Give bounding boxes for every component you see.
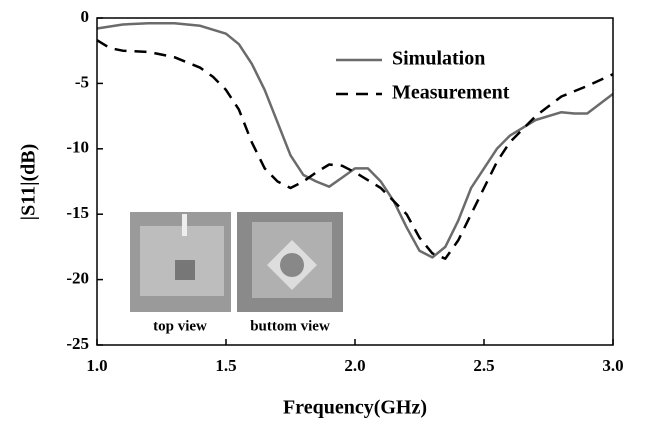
y-tick-label: -5 [75,72,89,91]
x-tick-label: 1.5 [215,356,236,375]
y-axis-title: |S11|(dB) [18,144,40,221]
x-axis-title: Frequency(GHz) [283,397,427,419]
inset: top view buttom view [130,212,343,334]
y-tick-label: -20 [66,269,89,288]
y-tick-label: -10 [66,138,89,157]
connector [182,214,187,236]
patch [280,253,304,277]
y-tick-label: 0 [81,7,90,26]
plot-frame [96,17,614,346]
patch [175,260,195,280]
x-tick-label: 1.0 [86,356,107,375]
x-tick-label: 2.5 [473,356,494,375]
series-line [96,21,614,259]
y-tick-label: -15 [66,203,89,222]
x-tick-label: 2.0 [344,356,365,375]
series-line [96,39,614,260]
y-tick-label: -25 [66,334,89,353]
inset-label: top view [153,318,207,334]
inset-label: buttom view [250,318,330,334]
legend-label: Simulation [392,48,485,70]
x-tick-label: 3.0 [602,356,623,375]
legend-label: Measurement [392,82,510,104]
